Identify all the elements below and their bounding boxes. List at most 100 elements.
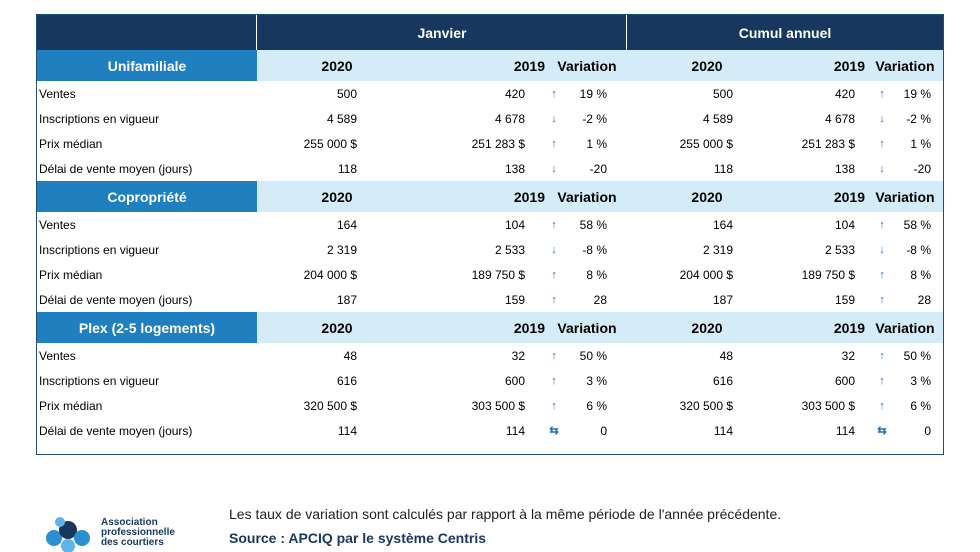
- value-2019-janvier: 114: [505, 423, 525, 438]
- section-title: Unifamiliale: [37, 50, 257, 81]
- variation-arrow-icon: ⇆: [549, 425, 559, 437]
- value-2019-cumul: 420: [834, 86, 855, 101]
- variation-arrow-icon: ↑: [879, 137, 885, 150]
- variation-janvier: 6 %: [586, 398, 607, 413]
- value-2019-cumul: 104: [834, 217, 855, 232]
- variation-cumul: -2 %: [906, 111, 931, 126]
- row-label: Inscriptions en vigueur: [39, 242, 160, 257]
- value-2020-cumul: 118: [713, 161, 733, 176]
- variation-janvier: -8 %: [582, 242, 607, 257]
- row-label: Prix médian: [39, 136, 103, 151]
- variation-cumul: 58 %: [903, 217, 931, 232]
- value-2019-cumul: 114: [835, 423, 855, 438]
- value-2019-janvier: 420: [504, 86, 525, 101]
- value-2020-janvier: 500: [336, 86, 357, 101]
- value-2019-cumul: 32: [841, 348, 855, 363]
- row-label: Prix médian: [39, 267, 103, 282]
- variation-arrow-icon: ↓: [879, 112, 885, 125]
- value-2020-cumul: 320 500 $: [679, 398, 733, 413]
- value-2020-cumul: 187: [712, 292, 733, 307]
- variation-arrow-icon: ↓: [551, 112, 557, 125]
- variation-cumul: 3 %: [910, 373, 931, 388]
- variation-arrow-icon: ↓: [551, 162, 557, 175]
- variation-cumul: -20: [913, 161, 931, 176]
- value-2019-janvier: 251 283 $: [471, 136, 525, 151]
- value-2020-cumul: 204 000 $: [679, 267, 733, 282]
- variation-janvier: 58 %: [579, 217, 607, 232]
- value-2020-janvier: 187: [336, 292, 357, 307]
- table-row: Ventes 48 32 ↑ 50 % 48 32 ↑ 50 %: [37, 343, 943, 368]
- variation-arrow-icon: ↑: [879, 399, 885, 412]
- variation-arrow-icon: ↓: [879, 162, 885, 175]
- value-2019-cumul: 600: [834, 373, 855, 388]
- value-2020-cumul: 114: [713, 423, 733, 438]
- table-row: Ventes 500 420 ↑ 19 % 500 420 ↑ 19 %: [37, 81, 943, 106]
- col-variation-cumul: Variation: [867, 312, 943, 343]
- variation-arrow-icon: ↑: [879, 218, 885, 231]
- value-2019-janvier: 4 678: [494, 111, 525, 126]
- header-row: Janvier Cumul annuel: [37, 15, 943, 50]
- value-2019-cumul: 4 678: [824, 111, 855, 126]
- variation-janvier: -20: [589, 161, 607, 176]
- value-2020-janvier: 2 319: [326, 242, 357, 257]
- col-2020-janvier: 2020: [257, 50, 417, 81]
- stats-table: Janvier Cumul annuel Unifamiliale 2020 201…: [36, 14, 944, 455]
- variation-janvier: 50 %: [579, 348, 607, 363]
- variation-arrow-icon: ↑: [551, 137, 557, 150]
- col-2020-cumul: 2020: [627, 50, 787, 81]
- value-2020-janvier: 616: [336, 373, 357, 388]
- value-2020-cumul: 48: [719, 348, 733, 363]
- table-row: Prix médian 255 000 $ 251 283 $ ↑ 1 % 255 000…: [37, 131, 943, 156]
- variation-janvier: 19 %: [579, 86, 607, 101]
- variation-janvier: 8 %: [586, 267, 607, 282]
- value-2020-cumul: 616: [712, 373, 733, 388]
- variation-cumul: 0: [924, 423, 931, 438]
- col-2019-janvier: 2019: [417, 50, 547, 81]
- value-2020-cumul: 2 319: [702, 242, 733, 257]
- value-2019-cumul: 189 750 $: [801, 267, 855, 282]
- table-row: Délai de vente moyen (jours) 118 138 ↓ -20 11…: [37, 156, 943, 181]
- col-variation-janvier: Variation: [547, 50, 627, 81]
- value-2019-cumul: 159: [834, 292, 855, 307]
- row-label: Ventes: [39, 86, 76, 101]
- header-cumul: Cumul annuel: [627, 15, 943, 50]
- row-label: Délai de vente moyen (jours): [39, 423, 193, 438]
- variation-arrow-icon: ↑: [879, 374, 885, 387]
- value-2020-cumul: 4 589: [702, 111, 733, 126]
- col-2020-cumul: 2020: [627, 181, 787, 212]
- header-empty-cell: [37, 15, 257, 50]
- row-label: Inscriptions en vigueur: [39, 111, 160, 126]
- variation-janvier: 28: [593, 292, 607, 307]
- value-2019-janvier: 2 533: [494, 242, 525, 257]
- value-2020-janvier: 4 589: [326, 111, 357, 126]
- value-2020-janvier: 48: [343, 348, 357, 363]
- value-2019-janvier: 138: [504, 161, 525, 176]
- variation-cumul: 50 %: [903, 348, 931, 363]
- apciq-logo-icon: [46, 517, 90, 552]
- source-line: Source : APCIQ par le système Centris: [229, 530, 487, 546]
- variation-arrow-icon: ↓: [879, 243, 885, 256]
- value-2020-janvier: 204 000 $: [303, 267, 357, 282]
- value-2019-janvier: 189 750 $: [471, 267, 525, 282]
- variation-cumul: 28: [917, 292, 931, 307]
- value-2019-janvier: 159: [504, 292, 525, 307]
- logo-text: Association professionnelle des courtier…: [101, 518, 175, 548]
- variation-cumul: 8 %: [910, 267, 931, 282]
- value-2019-cumul: 138: [834, 161, 855, 176]
- value-2019-cumul: 303 500 $: [801, 398, 855, 413]
- variation-cumul: 1 %: [910, 136, 931, 151]
- value-2020-janvier: 320 500 $: [303, 398, 357, 413]
- section-header-row: Plex (2-5 logements) 2020 2019 Variation 202…: [37, 312, 943, 343]
- value-2019-cumul: 2 533: [824, 242, 855, 257]
- variation-janvier: 3 %: [586, 373, 607, 388]
- row-label: Ventes: [39, 348, 76, 363]
- variation-arrow-icon: ⇆: [877, 425, 887, 437]
- section-header-row: Copropriété 2020 2019 Variation 2020 2019 Vari…: [37, 181, 943, 212]
- col-2019-cumul: 2019: [787, 312, 867, 343]
- table-row: Délai de vente moyen (jours) 114 114 ⇆ 0 114 1…: [37, 418, 943, 443]
- col-2020-cumul: 2020: [627, 312, 787, 343]
- variation-janvier: -2 %: [582, 111, 607, 126]
- variation-arrow-icon: ↑: [551, 268, 557, 281]
- logo-line-2: professionnelle: [101, 527, 175, 538]
- row-label: Prix médian: [39, 398, 103, 413]
